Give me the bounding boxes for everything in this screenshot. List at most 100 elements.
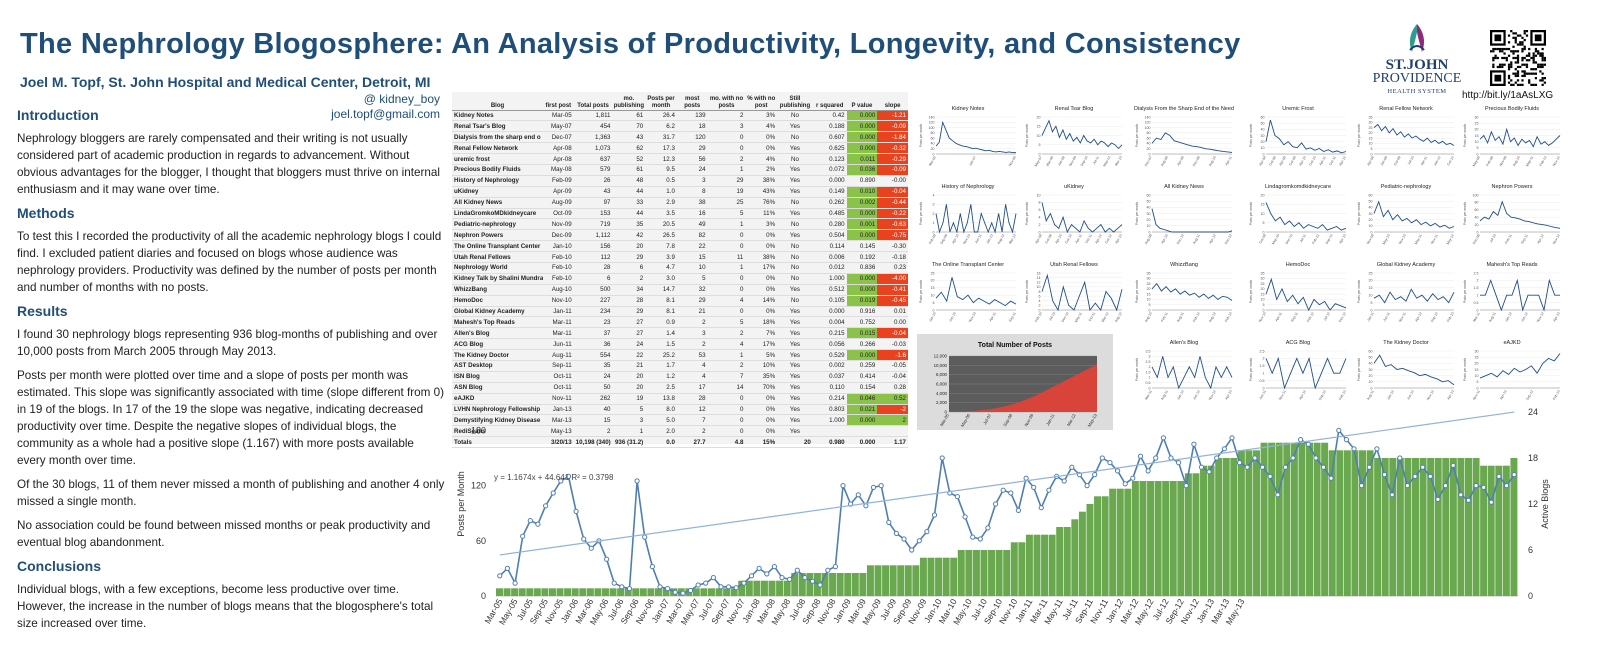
table-cell: 17% [745, 262, 778, 274]
posts-per-month-point [1328, 475, 1334, 481]
qr-module [1516, 79, 1520, 82]
qr-module [1494, 47, 1497, 51]
mini-y-axis-label: Posts per month [1249, 358, 1253, 381]
qr-module [1490, 50, 1493, 53]
active-blogs-bar [1298, 442, 1306, 596]
table-cell: Kidney Talk by Shalini Mundra [452, 273, 543, 285]
table-cell: Yes [777, 164, 813, 176]
active-blogs-bar [957, 550, 965, 596]
mini-y-tick-label: 3 [1149, 355, 1151, 359]
qr-module [1507, 47, 1511, 51]
table-cell: 29 [612, 251, 646, 263]
qr-url[interactable]: http://bit.ly/1aAsLXG [1462, 90, 1554, 101]
table-cell: Yes [777, 208, 813, 220]
qr-module [1523, 47, 1526, 51]
active-blogs-bar [1025, 534, 1033, 596]
active-blogs-bar [700, 588, 708, 596]
table-cell: 0.000 [846, 414, 878, 427]
table-cell: 3% [745, 110, 778, 122]
table-cell: Oct-09 [542, 208, 574, 220]
mini-y-tick-label: 16 [1037, 271, 1041, 275]
qr-module [1516, 59, 1520, 62]
posts-per-month-point [1122, 481, 1128, 487]
table-cell: 35 [573, 360, 613, 372]
posts-per-month-point [1130, 475, 1136, 481]
posts-per-month-point [573, 508, 579, 515]
posts-per-month-point [726, 584, 732, 590]
table-cell: 20 [612, 240, 646, 253]
mini-y-tick-label: 30 [1475, 115, 1479, 119]
active-blogs-bar [821, 573, 829, 596]
active-blogs-bar [889, 565, 897, 596]
table-row: All Kidney News Aug-09 97 33 2.9 38 25 76% No 0.2… [452, 197, 908, 209]
table-cell: 1.000 [812, 414, 847, 427]
table-cell: Nephron Powers [452, 229, 543, 242]
posts-per-month-point [1488, 499, 1494, 505]
posts-per-month-point [1282, 464, 1289, 470]
active-blogs-bar [1215, 458, 1223, 596]
table-row: Utah Renal Fellows Feb-10 112 29 3.9 15 11 38% N… [452, 251, 908, 263]
table-cell: 0.215 [812, 327, 847, 340]
qr-module [1492, 63, 1495, 66]
qr-module [1541, 79, 1544, 82]
posts-per-month-point [611, 580, 617, 586]
qr-module [1516, 72, 1520, 75]
active-blogs-bar [1306, 442, 1313, 596]
mini-series-line [1373, 123, 1455, 146]
qr-module [1543, 77, 1546, 80]
table-cell: 20 [612, 382, 646, 394]
posts-per-month-point [1351, 446, 1357, 452]
posts-per-month-point [993, 501, 999, 507]
mini-x-tick-label: Nov-11 [1398, 311, 1407, 322]
mini-x-tick-label: Feb-09 [1485, 155, 1494, 166]
posts-per-month-point [657, 584, 663, 590]
mini-y-tick-label: 5 [933, 301, 935, 305]
active-blogs-bar [1237, 450, 1245, 596]
table-cell: 0 [707, 284, 746, 296]
table-cell: 0.011 [846, 153, 878, 165]
table-total-cell: 1.17 [877, 436, 908, 449]
email-address[interactable]: joel.topf@gmail.com [331, 107, 440, 121]
qr-module [1514, 61, 1517, 64]
table-row: Demystifying Kidney Disease Mar-13 15 3 5.0 7… [452, 414, 908, 427]
qr-module [1534, 50, 1538, 53]
mini-y-tick-label: 15 [931, 286, 935, 290]
table-total-cell: Totals [452, 436, 543, 449]
qr-code-icon[interactable] [1490, 30, 1546, 86]
active-blogs-bar [1359, 450, 1366, 596]
table-row: Renal Fellow Network Apr-08 1,073 62 17.3 29 0… [452, 142, 908, 155]
mini-series-line [1265, 119, 1347, 154]
table-cell: 1.4 [645, 327, 677, 340]
mini-y-tick-label: 1.5 [1146, 370, 1151, 374]
mini-x-tick-label: Jan-12 [985, 233, 994, 244]
posts-per-month-point [695, 582, 701, 588]
mini-chart-plot: 0 10 20 30 40 50 60 Posts per month Apr-08 Oct-08… [1249, 115, 1347, 166]
table-cell: 0.890 [846, 175, 878, 187]
table-cell: Dec-07 [542, 131, 574, 144]
qr-module [1521, 83, 1524, 86]
qr-module [1505, 59, 1508, 62]
table-cell: eAJKD [452, 393, 543, 405]
table-cell: 5% [745, 349, 778, 361]
active-blogs-bar [1003, 550, 1011, 596]
qr-module [1498, 65, 1502, 69]
active-blogs-bar [503, 588, 511, 596]
posts-per-month-point [649, 564, 655, 570]
introduction-paragraph: Nephrology bloggers are rarely compensat… [17, 132, 440, 196]
posts-per-month-point [840, 483, 846, 489]
mini-x-tick-label: Apr-13 [1446, 389, 1455, 400]
posts-per-month-point [1252, 455, 1258, 461]
mini-chart: All Kidney News 0 10 20 30 40 50 60 Posts per mo… [1134, 184, 1234, 254]
mini-y-axis-label: Posts per month [1135, 202, 1139, 225]
table-cell: LindaGromkoMDkidneycare [452, 208, 543, 220]
posts-per-month-point [1320, 464, 1327, 470]
mini-y-tick-label: 30 [1261, 277, 1265, 281]
table-cell: 0.214 [812, 393, 847, 405]
mini-x-tick-label: Mar-13 [1008, 233, 1017, 244]
qr-module [1537, 50, 1540, 53]
twitter-handle[interactable]: @ kidney_boy [363, 92, 440, 106]
table-cell: No [777, 240, 813, 253]
mini-y-axis-label: Posts per month [1249, 202, 1253, 225]
qr-module [1492, 50, 1495, 53]
